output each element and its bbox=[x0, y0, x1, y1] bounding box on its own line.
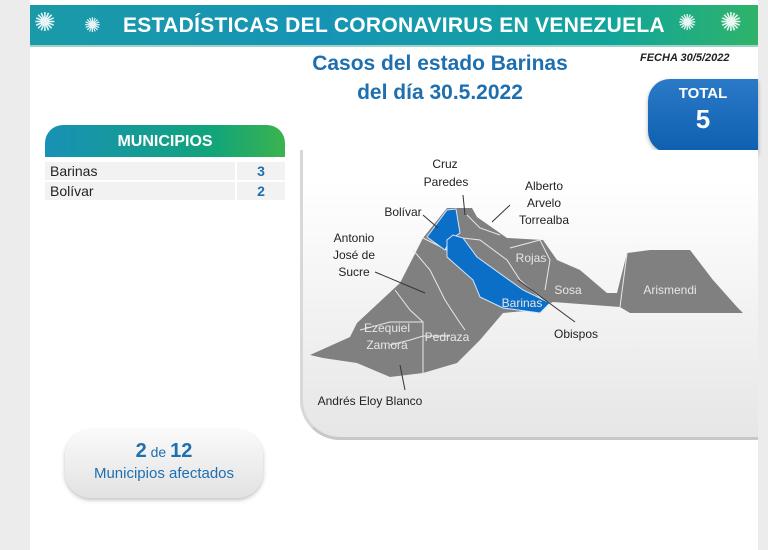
total-label: TOTAL bbox=[678, 85, 728, 102]
map-label: Torrealba bbox=[519, 213, 569, 227]
affected-count: 2 bbox=[135, 440, 147, 462]
map-label: Antonio bbox=[334, 231, 375, 245]
affected-label: Municipios afectados bbox=[93, 465, 235, 482]
municipio-name: Barinas bbox=[45, 162, 235, 180]
table-row: Barinas 3 bbox=[45, 162, 285, 181]
municipio-value: 3 bbox=[237, 162, 285, 180]
map-label: Cruz bbox=[432, 157, 457, 171]
virus-icon: ✺ bbox=[84, 15, 101, 37]
total-box: TOTAL 5 bbox=[648, 79, 758, 153]
map-label: Rojas bbox=[516, 251, 547, 265]
map-label: Bolívar bbox=[384, 205, 421, 219]
leader-lines bbox=[374, 194, 576, 391]
map-label: Arismendi bbox=[643, 283, 696, 297]
map-label: Sosa bbox=[554, 283, 582, 297]
affected-total: 12 bbox=[170, 440, 193, 462]
municipio-name: Bolívar bbox=[45, 182, 235, 200]
total-value: 5 bbox=[695, 104, 711, 134]
map-label: Barinas bbox=[502, 296, 543, 310]
date-label: FECHA 30/5/2022 bbox=[640, 52, 730, 64]
map-label: José de bbox=[333, 248, 375, 262]
map-label: Arvelo bbox=[527, 196, 561, 210]
map-label: Zamora bbox=[366, 338, 408, 352]
header-banner: ✺ ✺ ESTADÍSTICAS DEL CORONAVIRUS EN VENE… bbox=[30, 5, 758, 47]
virus-icon: ✺ bbox=[678, 10, 697, 35]
bolivar-municipality bbox=[426, 208, 461, 251]
subtitle-line2: del día 30.5.2022 bbox=[357, 81, 523, 104]
subtitle-line1: Casos del estado Barinas bbox=[312, 52, 568, 75]
affected-of: de bbox=[150, 444, 167, 460]
header-title: ESTADÍSTICAS DEL CORONAVIRUS EN VENEZUEL… bbox=[122, 14, 666, 37]
table-row: Bolívar 2 bbox=[45, 182, 285, 201]
map-label: Obispos bbox=[554, 327, 598, 341]
map-label: Andrés Eloy Blanco bbox=[318, 394, 423, 408]
virus-icon: ✺ bbox=[34, 7, 56, 37]
barinas-municipality bbox=[446, 234, 551, 314]
affected-box: 2 de 12 Municipios afectados bbox=[65, 430, 263, 498]
virus-icon: ✺ bbox=[720, 7, 742, 37]
map-label: Ezequiel bbox=[364, 321, 410, 335]
map-label: Alberto bbox=[525, 179, 563, 193]
municipio-value: 2 bbox=[237, 182, 285, 200]
map-label: Paredes bbox=[424, 175, 469, 189]
municipios-header: MUNICIPIOS bbox=[45, 125, 285, 157]
map-label: Pedraza bbox=[425, 330, 470, 344]
map-label: Sucre bbox=[338, 265, 370, 279]
